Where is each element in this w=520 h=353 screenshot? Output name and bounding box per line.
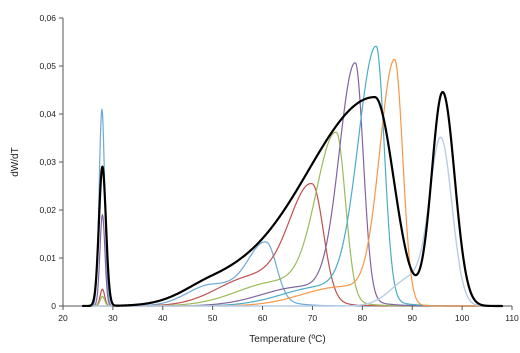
x-tick-label: 40 [158,313,168,323]
y-tick-label: 0,05 [39,61,56,71]
y-tick-label: 0,06 [39,13,56,23]
series-line-3 [82,131,503,307]
series-line-7 [82,136,503,307]
series-line-8 [81,90,504,308]
series-layer [81,45,504,308]
y-axis-title: dW/dT [10,147,21,176]
ticks-layer: 20 30 40 50 60 70 80 90 100 110 0 0,01 0,02 0,03 0,04 0… [39,13,519,323]
x-tick-label: 30 [108,313,118,323]
x-tick-label: 100 [455,313,469,323]
x-tick-label: 80 [358,313,368,323]
x-tick-label: 110 [505,313,519,323]
axes [62,18,512,307]
y-tick-label: 0,04 [39,109,56,119]
x-tick-label: 50 [208,313,218,323]
series-line-5 [82,45,503,307]
x-tick-label: 70 [308,313,318,323]
x-tick-label: 20 [58,313,68,323]
x-axis-title: Temperature (ºC) [249,334,325,345]
x-tick-label: 90 [407,313,417,323]
y-tick-label: 0,01 [39,253,56,263]
x-tick-label: 60 [258,313,268,323]
y-tick-label: 0 [51,301,56,311]
y-tick-label: 0,03 [39,157,56,167]
y-tick-label: 0,02 [39,205,56,215]
